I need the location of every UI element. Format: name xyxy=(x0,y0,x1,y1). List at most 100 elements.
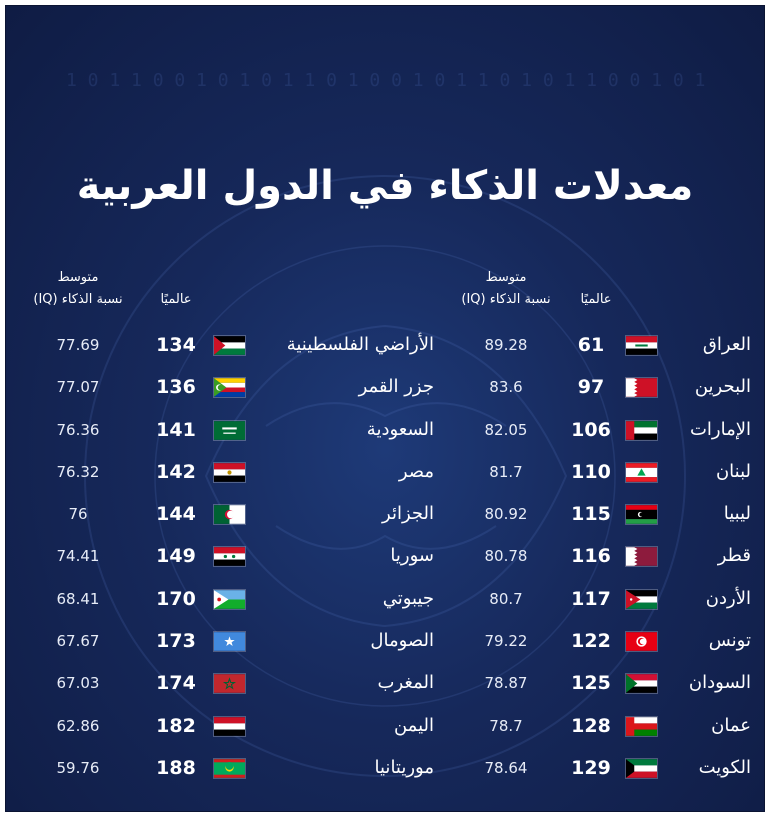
world-rank: 122 xyxy=(571,630,611,653)
world-rank: 141 xyxy=(156,418,196,441)
world-rank: 97 xyxy=(577,376,605,399)
table-row: الأراضي الفلسطينية 134 77.69 العراق 61 8… xyxy=(6,324,764,366)
iq-value: 89.28 xyxy=(484,336,528,354)
algeria-flag-icon xyxy=(214,505,245,524)
iq-value: 78.7 xyxy=(489,716,523,735)
table-row: سوريا 149 74.41 قطر 116 80.78 xyxy=(6,535,764,577)
jordan-flag-icon xyxy=(626,589,657,609)
world-rank: 116 xyxy=(571,545,611,568)
iq-header-line1: متوسط xyxy=(485,270,527,285)
data-rows: الأراضي الفلسطينية 134 77.69 العراق 61 8… xyxy=(6,324,764,789)
table-row: الصومال 173 67.67 تونس 122 79.22 xyxy=(6,620,764,662)
world-rank: 188 xyxy=(156,756,196,779)
table-row: موريتانيا 188 59.76 الكويت 129 78.64 xyxy=(6,747,764,789)
iq-value: 67.03 xyxy=(56,674,100,693)
country-name: جزر القمر xyxy=(358,376,434,398)
country-name: ليبيا xyxy=(723,503,751,525)
country-name: سوريا xyxy=(390,545,434,567)
iq-value: 76.32 xyxy=(56,462,100,481)
world-rank: 173 xyxy=(156,630,196,653)
world-rank: 106 xyxy=(571,418,611,441)
country-name: السودان xyxy=(688,672,751,694)
iq-value: 81.7 xyxy=(489,462,523,481)
djibouti-flag-icon xyxy=(214,589,245,609)
iq-value: 68.41 xyxy=(56,589,100,608)
world-rank: 174 xyxy=(156,672,196,695)
iraq-flag-icon xyxy=(626,336,657,355)
uae-flag-icon xyxy=(626,420,657,440)
qatar-flag-icon xyxy=(626,547,657,567)
iq-value: 80.78 xyxy=(484,547,528,566)
world-rank: 125 xyxy=(571,672,611,695)
table-row: جيبوتي 170 68.41 الأردن 117 80.7 xyxy=(6,578,764,620)
comoros-flag-icon xyxy=(214,378,245,398)
lebanon-flag-icon xyxy=(626,463,657,482)
saudi-flag-icon xyxy=(214,420,245,440)
table-row: اليمن 182 62.86 عمان 128 78.7 xyxy=(6,705,764,747)
iq-value: 79.22 xyxy=(484,632,528,651)
country-name: جيبوتي xyxy=(382,587,434,609)
country-name: السعودية xyxy=(366,418,434,440)
country-name: مصر xyxy=(398,460,434,482)
world-rank: 134 xyxy=(156,334,196,356)
world-rank: 136 xyxy=(156,376,196,399)
somalia-flag-icon xyxy=(214,632,245,651)
iq-value: 82.05 xyxy=(484,420,528,439)
world-rank: 110 xyxy=(571,460,611,483)
oman-flag-icon xyxy=(626,716,657,736)
country-name: الإمارات xyxy=(689,418,751,440)
iq-value: 77.07 xyxy=(56,378,100,397)
iq-value: 67.67 xyxy=(56,632,100,651)
country-name: البحرين xyxy=(694,376,751,398)
page-title: معدلات الذكاء في الدول العربية xyxy=(76,163,694,209)
world-rank: 170 xyxy=(156,587,196,610)
country-name: الكويت xyxy=(698,756,751,778)
left-rank-header: عالميًا xyxy=(160,292,192,307)
egypt-flag-icon xyxy=(214,463,245,482)
world-rank: 115 xyxy=(571,503,611,526)
iq-value: 80.92 xyxy=(484,505,528,524)
left-iq-header: متوسط نسبة الذكاء (IQ) xyxy=(18,267,138,311)
world-rank: 128 xyxy=(571,714,611,737)
country-name: اليمن xyxy=(393,714,434,736)
mauritania-flag-icon xyxy=(214,759,245,778)
world-rank: 182 xyxy=(156,714,196,737)
world-rank: 144 xyxy=(156,503,196,526)
palestine-flag-icon xyxy=(214,336,245,355)
right-rank-header: عالميًا xyxy=(580,292,612,307)
iq-value: 74.41 xyxy=(56,547,100,566)
iq-value: 59.76 xyxy=(56,758,100,777)
kuwait-flag-icon xyxy=(626,759,657,778)
iq-value: 78.64 xyxy=(484,758,528,777)
iq-header-line1: متوسط xyxy=(57,270,99,285)
background-brain-decoration: 1 0 1 1 0 0 1 0 1 0 1 1 0 1 0 0 1 0 1 1 … xyxy=(66,70,705,777)
country-name: الأردن xyxy=(705,587,751,609)
country-name: عمان xyxy=(711,714,751,736)
morocco-flag-icon xyxy=(214,674,245,694)
iq-value: 77.69 xyxy=(56,336,100,354)
world-rank: 117 xyxy=(571,587,611,610)
syria-flag-icon xyxy=(214,547,245,567)
svg-text:1 0 1 1 0 0 1 0 1 0 1 1 0 1 0: 1 0 1 1 0 0 1 0 1 0 1 1 0 1 0 0 1 0 1 1 … xyxy=(66,70,705,91)
iq-value: 76.36 xyxy=(56,420,100,439)
sudan-flag-icon xyxy=(626,674,657,694)
country-name: تونس xyxy=(708,630,751,652)
country-name: قطر xyxy=(717,545,751,567)
world-rank: 61 xyxy=(577,334,605,356)
country-name: المغرب xyxy=(377,672,434,694)
world-rank: 149 xyxy=(156,545,196,568)
world-rank: 129 xyxy=(571,756,611,779)
right-iq-header: متوسط نسبة الذكاء (IQ) xyxy=(446,267,566,311)
iq-value: 78.87 xyxy=(484,674,528,693)
infographic-panel: 1 0 1 1 0 0 1 0 1 0 1 1 0 1 0 0 1 0 1 1 … xyxy=(5,5,765,812)
country-name: موريتانيا xyxy=(374,756,434,778)
country-name: لبنان xyxy=(715,460,751,482)
country-name: الأراضي الفلسطينية xyxy=(286,334,434,355)
bahrain-flag-icon xyxy=(626,378,657,398)
iq-value: 83.6 xyxy=(489,378,523,397)
iq-value: 76 xyxy=(68,505,88,524)
table-row: السعودية 141 76.36 الإمارات 106 82.05 xyxy=(6,409,764,451)
country-name: الصومال xyxy=(370,630,434,652)
table-row: جزر القمر 136 77.07 البحرين 97 83.6 xyxy=(6,366,764,408)
table-row: الجزائر 144 76 ليبيا 115 80.92 xyxy=(6,493,764,535)
